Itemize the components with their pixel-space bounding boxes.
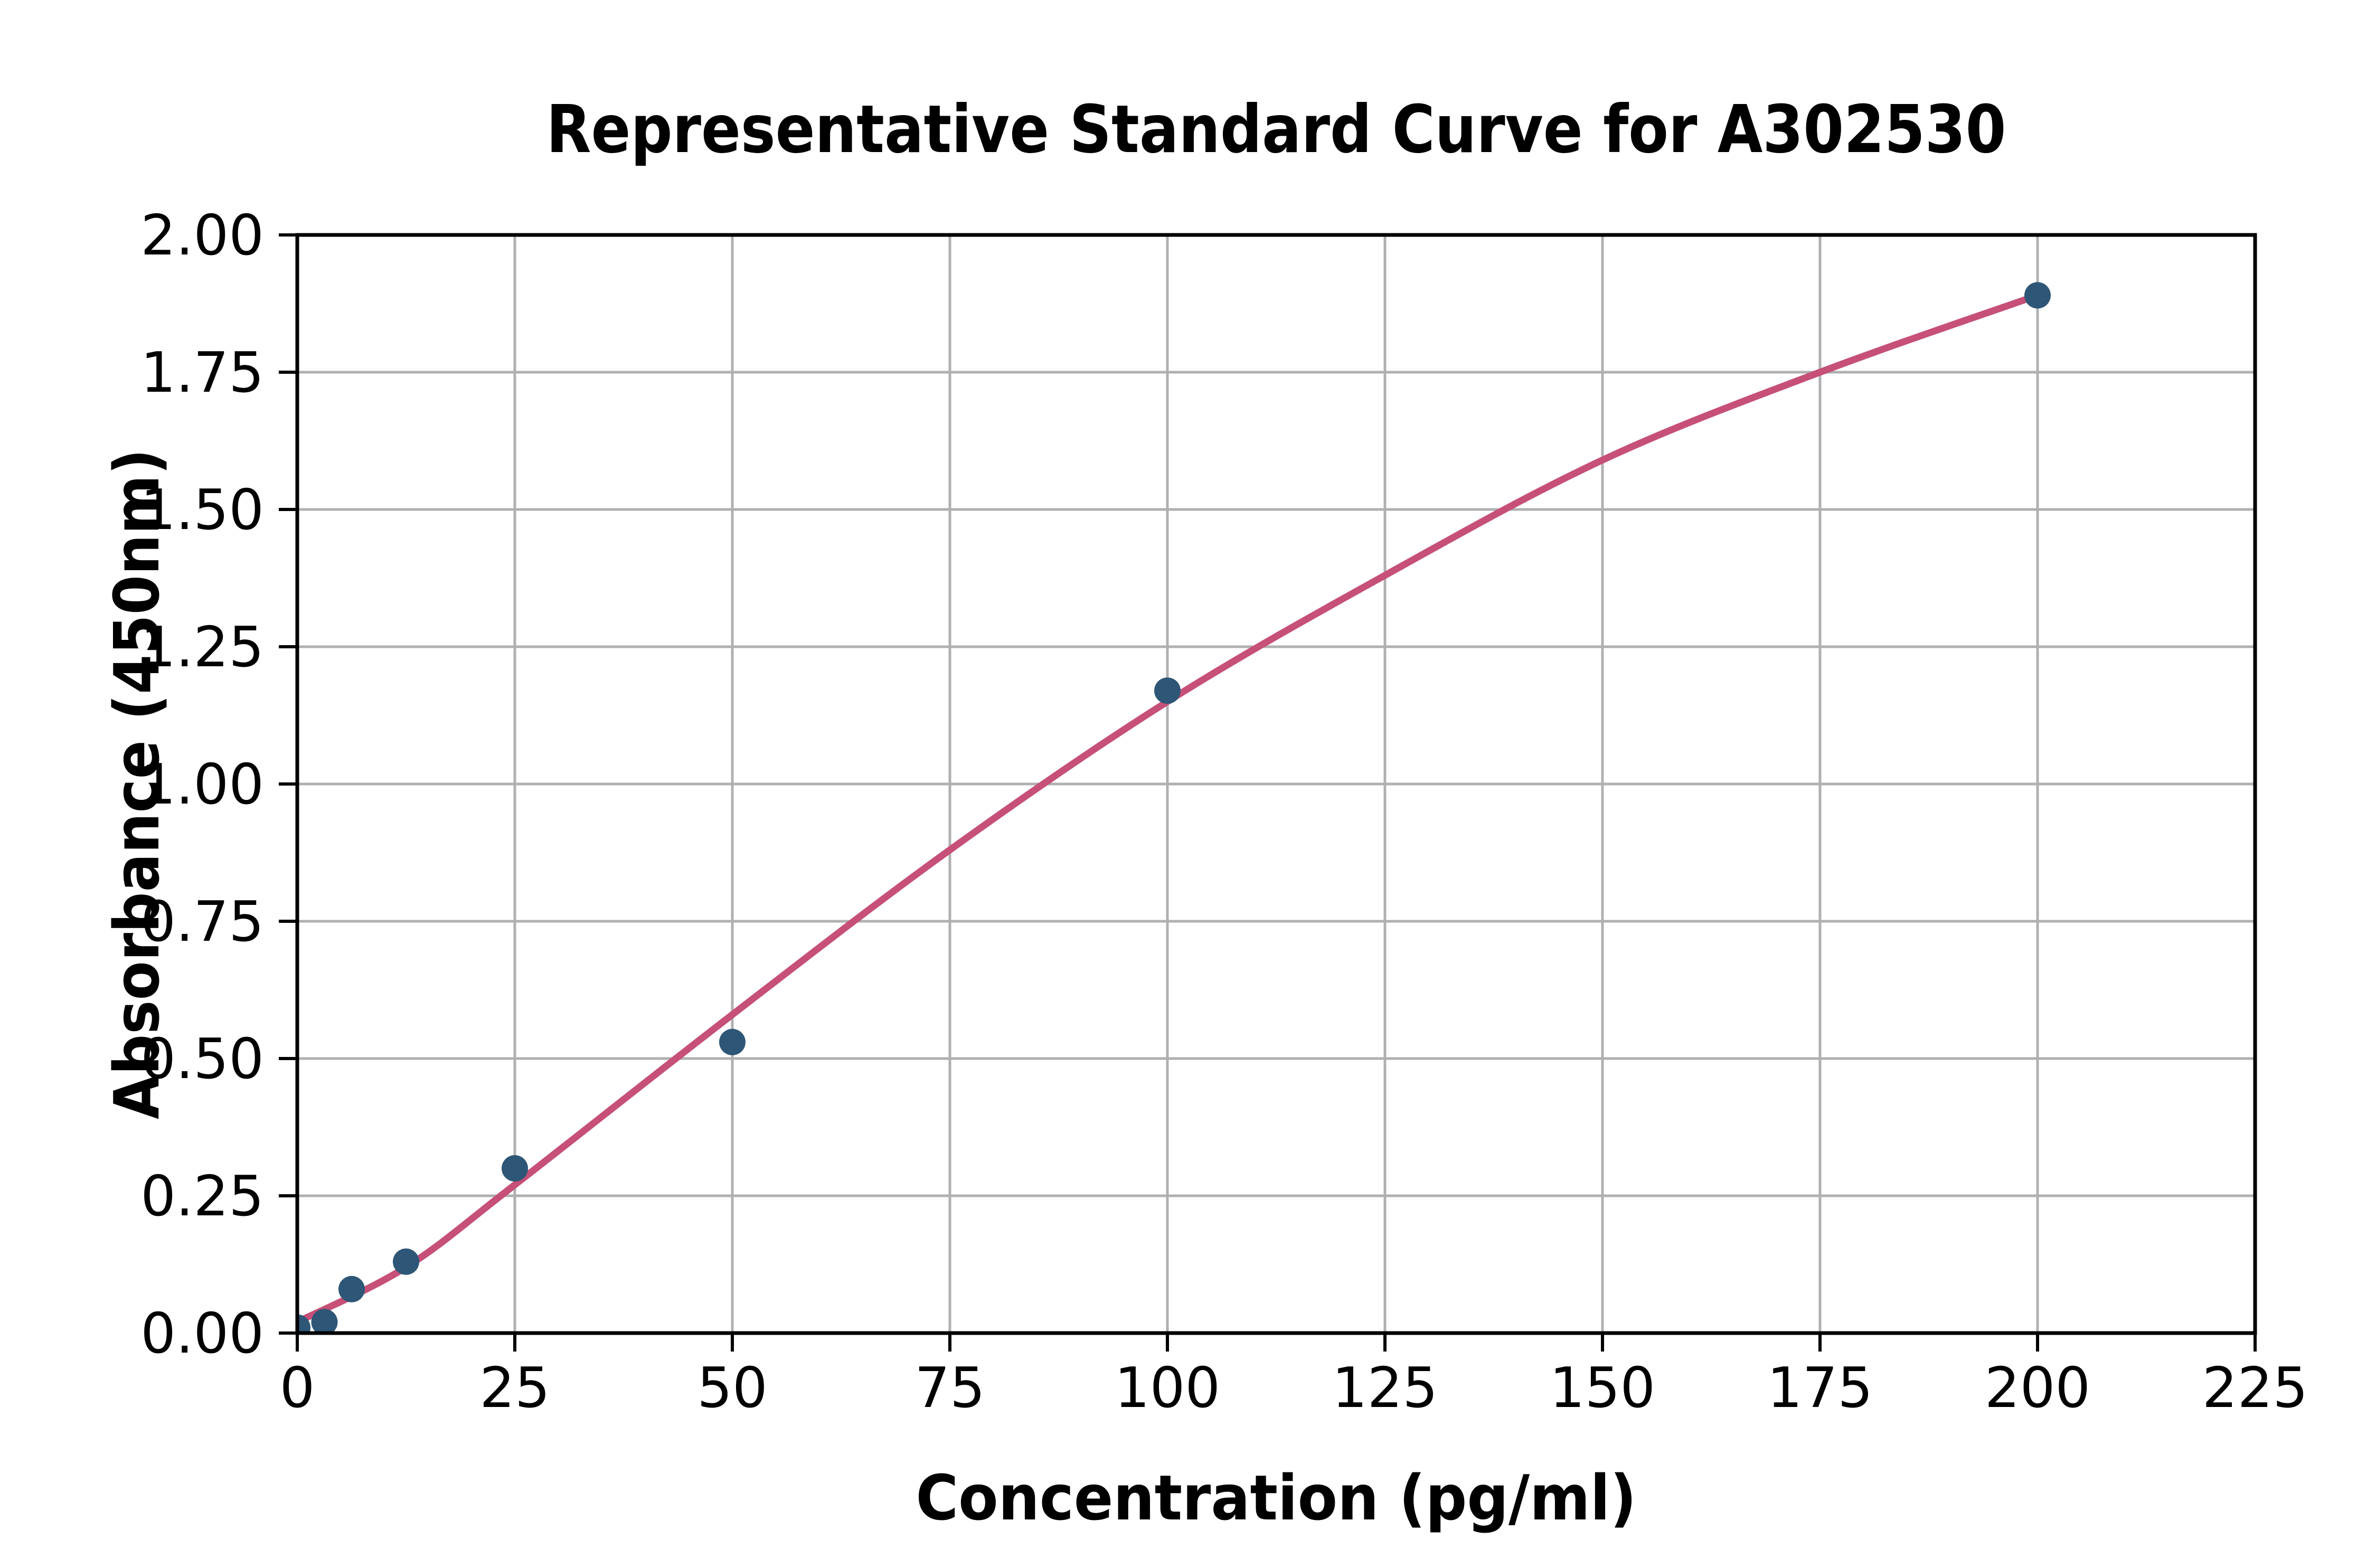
y-tick-label: 0.50 bbox=[140, 1027, 264, 1091]
tick-labels: 0 25 50 75 100 125 150 175 200 225 0.00 0.25 0.50 0.7… bbox=[140, 203, 2308, 1420]
data-point bbox=[338, 1276, 365, 1302]
standard-data-points bbox=[297, 282, 2051, 1333]
data-point bbox=[1154, 677, 1181, 704]
y-tick-label: 1.50 bbox=[140, 478, 264, 542]
y-tick-label: 0.75 bbox=[140, 890, 264, 954]
plot-frame bbox=[295, 233, 2257, 1335]
data-point bbox=[719, 1028, 746, 1055]
chart-title: Representative Standard Curve for A30253… bbox=[546, 91, 2006, 168]
y-tick-label: 0.00 bbox=[140, 1301, 264, 1366]
y-tick-label: 1.75 bbox=[140, 341, 264, 405]
y-axis-label: Absorbance (450nm) bbox=[100, 449, 173, 1119]
y-tick-label: 0.25 bbox=[140, 1164, 264, 1229]
x-tick-label: 25 bbox=[479, 1356, 550, 1420]
x-tick-label: 150 bbox=[1550, 1356, 1655, 1420]
data-point bbox=[297, 1314, 310, 1333]
x-tick-label: 125 bbox=[1332, 1356, 1438, 1420]
x-tick-label: 100 bbox=[1115, 1356, 1220, 1420]
x-tick-label: 175 bbox=[1767, 1356, 1873, 1420]
y-tick-label: 1.00 bbox=[140, 752, 264, 817]
y-tick-label: 2.00 bbox=[140, 203, 264, 268]
x-tick-label: 0 bbox=[280, 1356, 315, 1420]
fitted-curve-line bbox=[297, 291, 2041, 1326]
data-point bbox=[502, 1155, 528, 1182]
x-axis-label: Concentration (pg/ml) bbox=[916, 1461, 1637, 1534]
data-point bbox=[393, 1248, 419, 1275]
y-tick-label: 1.25 bbox=[140, 615, 264, 679]
data-point bbox=[2024, 282, 2051, 309]
tick-marks bbox=[279, 233, 2257, 1352]
data-point bbox=[311, 1309, 338, 1333]
x-tick-label: 50 bbox=[697, 1356, 768, 1420]
x-tick-label: 225 bbox=[2202, 1356, 2308, 1420]
x-tick-label: 200 bbox=[1985, 1356, 2090, 1420]
x-tick-label: 75 bbox=[914, 1356, 985, 1420]
